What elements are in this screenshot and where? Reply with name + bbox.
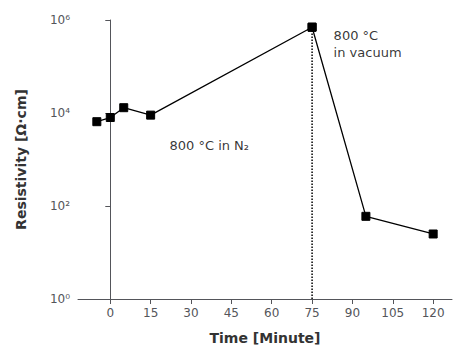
svg-text:10⁴: 10⁴ — [50, 106, 70, 120]
svg-text:105: 105 — [381, 306, 404, 320]
svg-text:Resistivity [Ω·cm]: Resistivity [Ω·cm] — [13, 89, 29, 230]
svg-text:30: 30 — [183, 306, 198, 320]
svg-text:10²: 10² — [50, 199, 70, 213]
svg-text:10⁶: 10⁶ — [50, 13, 70, 27]
svg-text:0: 0 — [106, 306, 114, 320]
svg-text:10⁰: 10⁰ — [50, 292, 70, 306]
svg-text:60: 60 — [264, 306, 279, 320]
svg-text:45: 45 — [224, 306, 239, 320]
svg-text:120: 120 — [422, 306, 445, 320]
svg-text:15: 15 — [143, 306, 158, 320]
svg-text:75: 75 — [304, 306, 319, 320]
svg-text:90: 90 — [345, 306, 360, 320]
svg-text:800 °C: 800 °C — [334, 28, 379, 43]
svg-text:800 °C in N₂: 800 °C in N₂ — [169, 138, 249, 153]
svg-text:Time [Minute]: Time [Minute] — [210, 330, 321, 346]
svg-text:in vacuum: in vacuum — [334, 45, 402, 60]
